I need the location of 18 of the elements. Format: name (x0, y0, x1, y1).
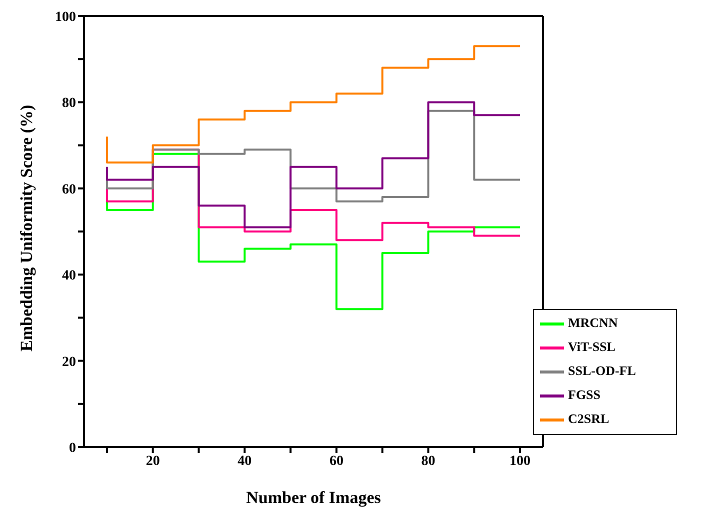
x-tick-label: 40 (238, 454, 252, 469)
legend-label: C2SRL (568, 410, 610, 426)
legend-label: MRCNN (568, 314, 618, 330)
legend-label: FGSS (568, 386, 601, 402)
x-tick-label: 100 (510, 454, 531, 469)
x-tick-label: 60 (329, 454, 344, 469)
x-tick-label: 80 (421, 454, 436, 469)
y-tick-label: 0 (69, 440, 76, 456)
legend-label: SSL-OD-FL (568, 362, 636, 378)
y-tick-label: 20 (62, 354, 76, 370)
y-axis-title: Embedding Uniformity Score (%) (17, 104, 36, 352)
x-axis-title: Number of Images (246, 488, 382, 507)
legend-label: ViT-SSL (568, 338, 616, 354)
y-tick-label: 40 (62, 268, 76, 284)
y-tick-label: 100 (55, 10, 76, 25)
y-tick-label: 80 (62, 96, 76, 112)
y-tick-label: 60 (62, 182, 76, 198)
x-tick-label: 20 (146, 454, 160, 469)
